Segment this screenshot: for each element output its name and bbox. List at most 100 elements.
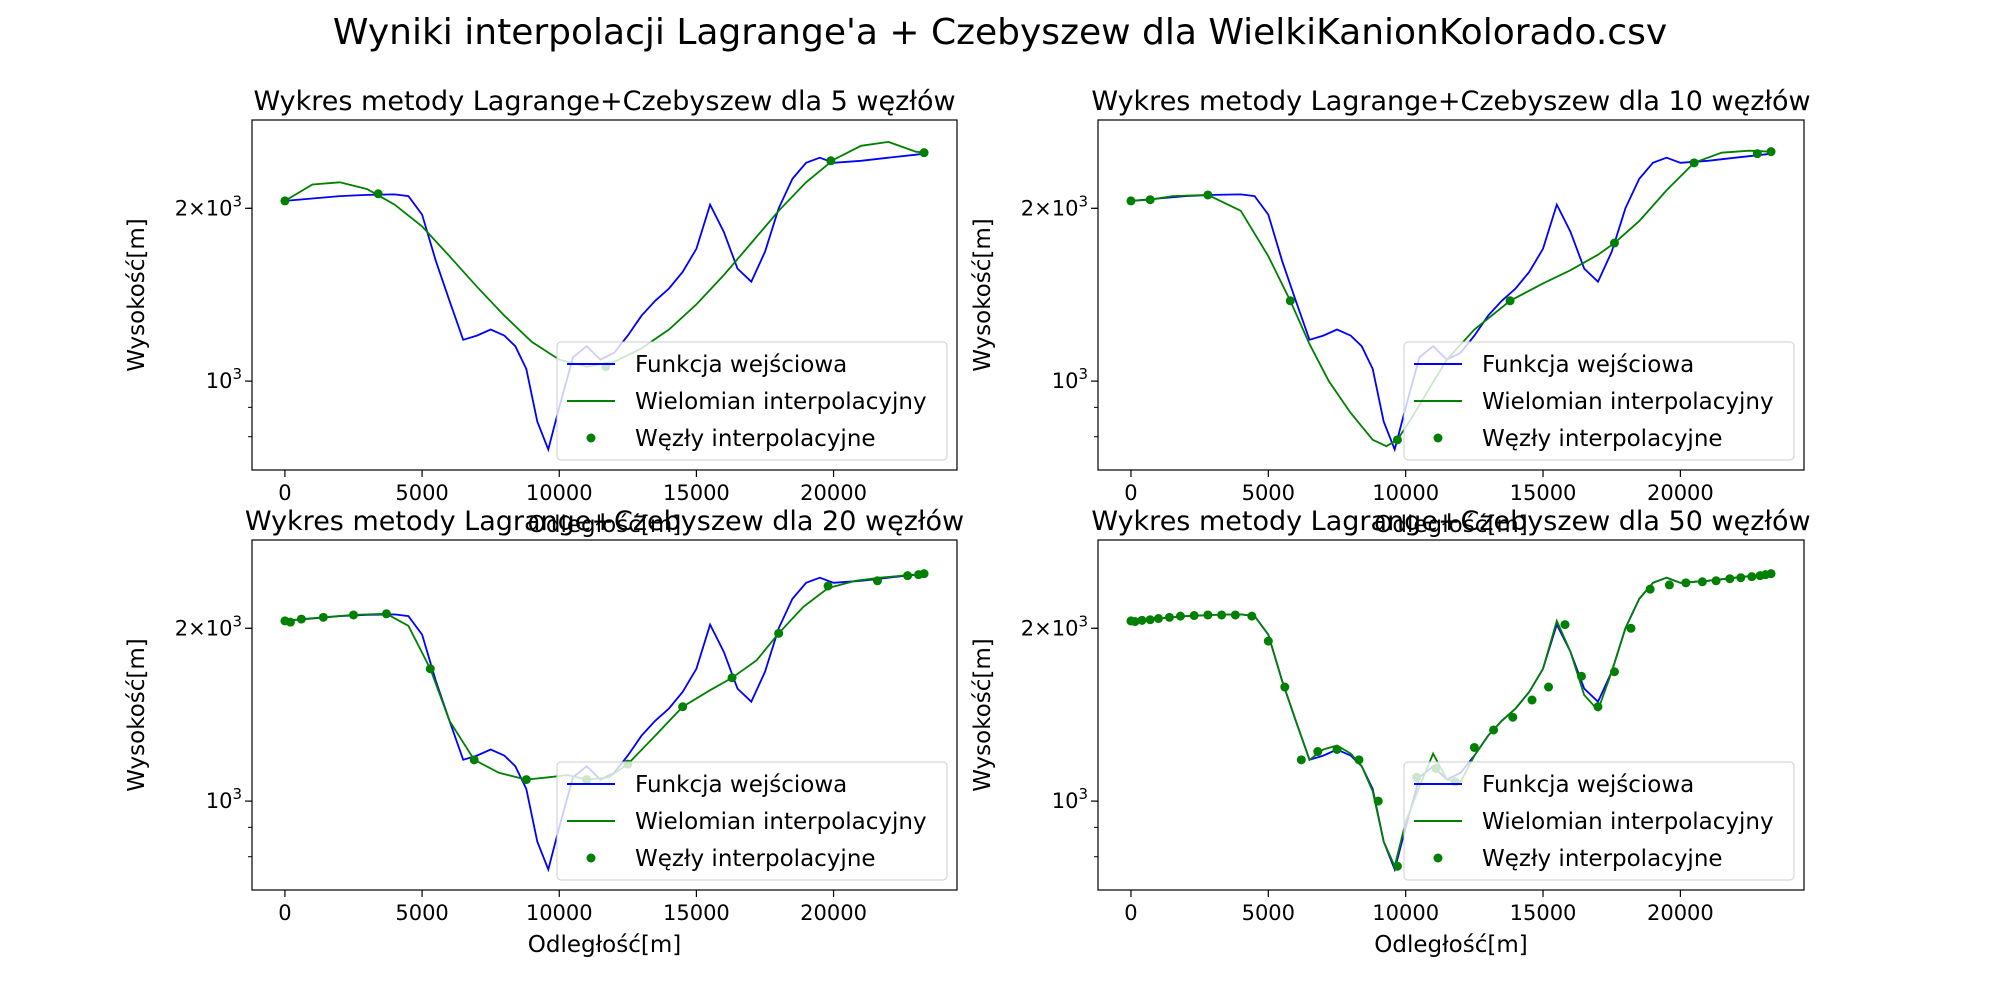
y-tick-base: 2: [175, 196, 188, 220]
x-tick-label: 15000: [663, 901, 730, 925]
y-axis-label: Wysokość[m]: [970, 218, 996, 372]
x-tick-label: 20000: [800, 901, 867, 925]
node-point: [425, 664, 435, 674]
x-tick-label: 10000: [526, 901, 593, 925]
y-tick-exp-base: 10: [206, 196, 233, 220]
node-point: [1609, 667, 1619, 677]
legend-entry-label: Wielomian interpolacyjny: [635, 809, 927, 835]
node-point: [1766, 147, 1776, 157]
legend-entry-label: Funkcja wejściowa: [635, 772, 847, 798]
y-tick-exp-base: 10: [206, 616, 233, 640]
node-point: [1203, 610, 1213, 620]
node-point: [1527, 695, 1537, 705]
node-point: [1689, 158, 1699, 168]
node-point: [1697, 577, 1707, 587]
x-tick-label: 15000: [1510, 481, 1577, 505]
node-point: [919, 148, 929, 158]
node-point: [1505, 296, 1515, 306]
y-tick-power: 3: [1078, 785, 1088, 803]
node-point: [919, 569, 929, 579]
node-point: [521, 775, 531, 785]
node-point: [1247, 611, 1257, 621]
subplot-title: Wykres metody Lagrange+Czebyszew dla 10 …: [1091, 86, 1810, 117]
x-tick-label: 0: [278, 481, 291, 505]
node-point: [1153, 614, 1163, 624]
subplot-2: Wykres metody Lagrange+Czebyszew dla 10 …: [970, 86, 1811, 538]
subplot-4: Wykres metody Lagrange+Czebyszew dla 50 …: [970, 506, 1811, 958]
legend-box: [556, 341, 948, 461]
node-point: [1609, 238, 1619, 248]
node-point: [727, 673, 737, 683]
node-point: [1313, 747, 1323, 757]
node-point: [1296, 755, 1306, 765]
node-point: [1137, 615, 1147, 625]
y-tick-exp-base: 10: [206, 369, 233, 393]
figure-title: Wyniki interpolacji Lagrange'a + Czebysz…: [332, 12, 1668, 53]
y-tick-exp-base: 10: [206, 789, 233, 813]
node-point: [1725, 574, 1735, 584]
x-axis-label: Odległość[m]: [528, 932, 681, 958]
legend-swatch-nodes: [586, 433, 596, 443]
legend-entry-label: Wielomian interpolacyjny: [1482, 809, 1774, 835]
node-point: [1766, 569, 1776, 579]
node-point: [1560, 620, 1570, 630]
y-tick-base: 2: [175, 616, 188, 640]
y-tick-times: ×: [1034, 196, 1052, 220]
node-point: [1469, 742, 1479, 752]
x-tick-label: 10000: [1372, 481, 1439, 505]
node-point: [1145, 195, 1155, 205]
legend-entry-label: Funkcja wejściowa: [1482, 772, 1694, 798]
node-point: [1373, 796, 1383, 806]
x-tick-label: 5000: [1242, 481, 1295, 505]
y-tick-times: ×: [188, 196, 206, 220]
x-axis-label: Odległość[m]: [1374, 512, 1527, 538]
y-tick-label: 2×103: [175, 192, 242, 220]
subplot-1: Wykres metody Lagrange+Czebyszew dla 5 w…: [124, 86, 958, 538]
y-tick-label: 103: [206, 365, 242, 393]
node-point: [280, 196, 290, 206]
subplot-title: Wykres metody Lagrange+Czebyszew dla 50 …: [1091, 506, 1810, 537]
node-point: [1217, 610, 1227, 620]
y-axis-label: Wysokość[m]: [970, 638, 996, 792]
node-point: [381, 609, 391, 619]
x-tick-label: 0: [278, 901, 291, 925]
y-tick-times: ×: [1034, 616, 1052, 640]
y-axis-label: Wysokość[m]: [124, 638, 150, 792]
node-point: [1593, 702, 1603, 712]
node-point: [373, 189, 383, 199]
y-tick-base: 2: [1021, 196, 1034, 220]
node-point: [1130, 617, 1140, 627]
legend-entry-label: Funkcja wejściowa: [1482, 352, 1694, 378]
y-tick-exp-base: 10: [1052, 369, 1079, 393]
node-point: [1280, 682, 1290, 692]
x-tick-label: 5000: [1242, 901, 1295, 925]
legend: Funkcja wejściowa Wielomian interpolacyjn…: [556, 761, 948, 881]
x-tick-label: 15000: [663, 481, 730, 505]
legend-swatch-nodes: [1433, 433, 1443, 443]
node-point: [1645, 584, 1655, 594]
x-tick-label: 20000: [1647, 901, 1714, 925]
legend-box: [1403, 761, 1795, 881]
y-tick-exp-base: 10: [1052, 789, 1079, 813]
node-point: [903, 571, 913, 581]
node-point: [1392, 861, 1402, 871]
y-tick-base: 2: [1021, 616, 1034, 640]
legend: Funkcja wejściowa Wielomian interpolacyjn…: [1403, 341, 1795, 461]
x-axis-label: Odległość[m]: [1374, 932, 1527, 958]
legend-entry-label: Węzły interpolacyjne: [1482, 846, 1723, 872]
y-tick-exp-base: 10: [1052, 616, 1079, 640]
node-point: [348, 610, 358, 620]
legend: Funkcja wejściowa Wielomian interpolacyjn…: [556, 341, 948, 461]
legend-swatch-nodes: [586, 853, 596, 863]
node-point: [1681, 578, 1691, 588]
legend-entry-label: Węzły interpolacyjne: [635, 426, 876, 452]
node-point: [872, 576, 882, 586]
subplot-title: Wykres metody Lagrange+Czebyszew dla 20 …: [245, 506, 964, 537]
node-point: [1664, 580, 1674, 590]
y-axis-label: Wysokość[m]: [124, 218, 150, 372]
y-tick-power: 3: [1078, 365, 1088, 383]
y-tick-exp-base: 10: [1052, 196, 1079, 220]
x-tick-label: 20000: [1647, 481, 1714, 505]
subplot-3: Wykres metody Lagrange+Czebyszew dla 20 …: [124, 506, 964, 958]
